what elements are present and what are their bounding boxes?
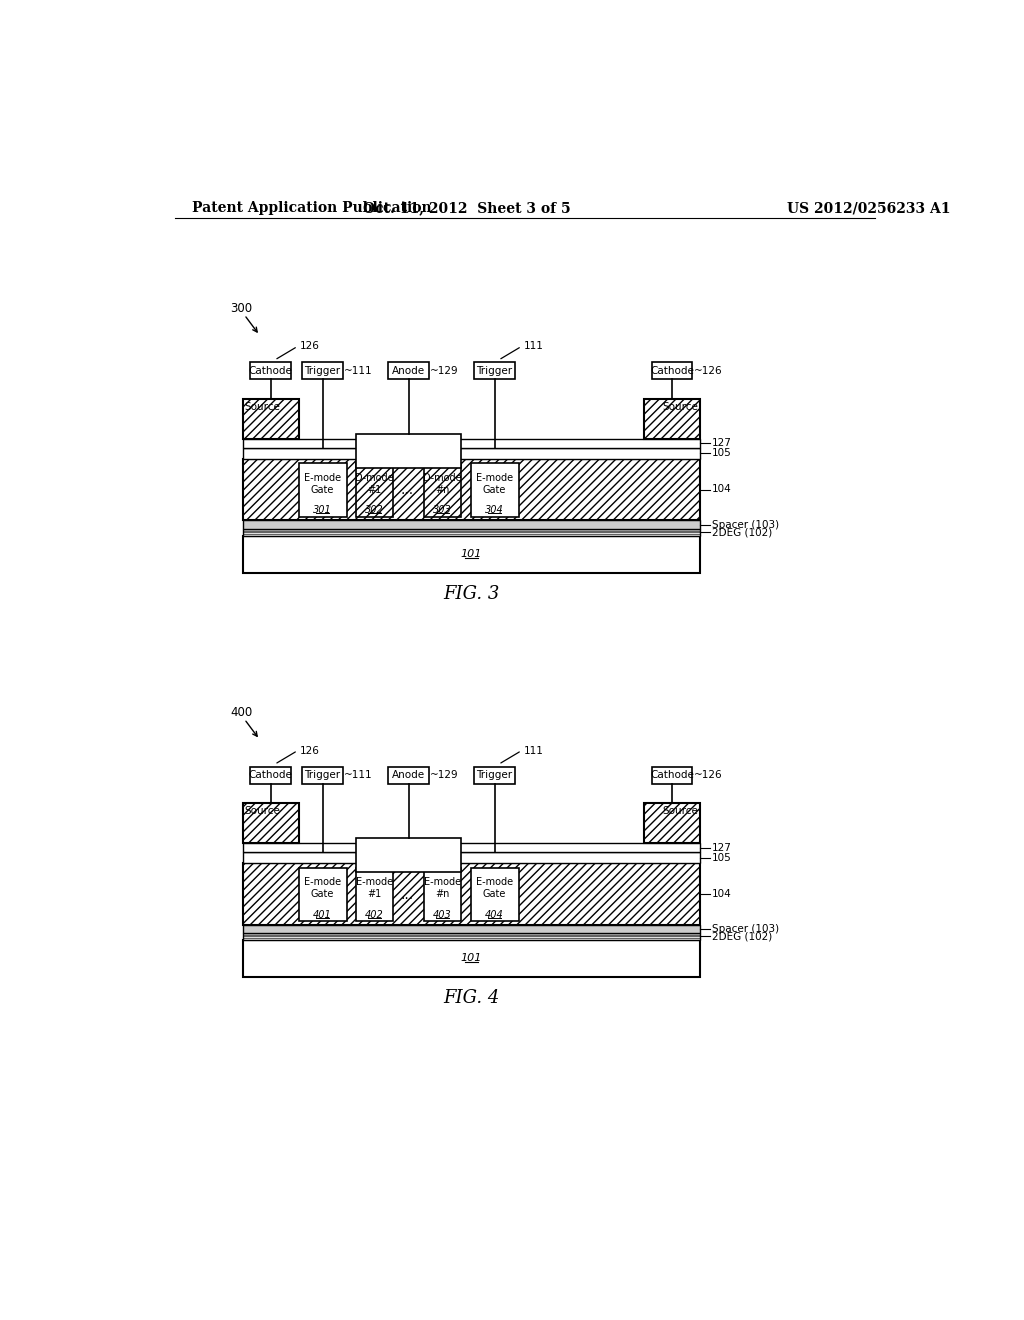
Bar [652,363,692,379]
Text: Cathode: Cathode [650,770,694,780]
Text: Spacer (103): Spacer (103) [712,924,778,933]
Bar [299,867,346,921]
Bar [644,803,700,843]
Bar [243,843,700,853]
Text: Source: Source [663,807,698,816]
Bar [243,536,700,573]
Text: 101: 101 [461,549,482,560]
Text: D-mode
#n: D-mode #n [423,473,462,495]
Text: 104: 104 [712,888,731,899]
Bar [302,363,343,379]
Text: 104: 104 [712,484,731,495]
Text: 401: 401 [313,909,332,920]
Text: Cathode: Cathode [249,366,293,376]
Text: FIG. 3: FIG. 3 [443,585,500,603]
Bar [388,767,429,784]
Text: Cathode: Cathode [650,366,694,376]
Bar [243,803,299,843]
Text: Trigger: Trigger [476,770,513,780]
Text: 111: 111 [524,746,544,755]
Text: ...: ... [400,483,414,498]
Text: E-mode
Gate: E-mode Gate [304,876,341,899]
Text: 126: 126 [300,746,319,755]
Text: E-mode
Gate: E-mode Gate [304,473,341,495]
Bar [243,529,700,536]
Bar [243,447,700,459]
Text: 300: 300 [230,302,253,315]
Text: 404: 404 [485,909,504,920]
Bar [356,434,461,469]
Text: Source: Source [245,807,281,816]
Text: Trigger: Trigger [476,366,513,376]
Bar [474,363,515,379]
Bar [424,867,461,921]
Bar [644,399,700,438]
Text: 105: 105 [712,853,731,862]
Text: 127: 127 [712,842,731,853]
Bar [388,363,429,379]
Text: 101: 101 [461,953,482,964]
Text: ~126: ~126 [693,770,722,780]
Text: Source: Source [663,401,698,412]
Bar [243,933,700,940]
Text: Trigger: Trigger [304,366,341,376]
Bar [474,767,515,784]
Text: 2DEG (102): 2DEG (102) [712,527,772,537]
Text: Trigger: Trigger [304,770,341,780]
Bar [243,924,700,933]
Text: ~111: ~111 [344,366,373,376]
Text: Patent Application Publication: Patent Application Publication [191,202,431,215]
Text: 304: 304 [485,506,504,515]
Bar [299,463,346,517]
Bar [424,463,461,517]
Text: US 2012/0256233 A1: US 2012/0256233 A1 [786,202,950,215]
Bar [243,520,700,529]
Bar [243,399,299,438]
Bar [243,459,700,520]
Text: 403: 403 [433,909,452,920]
Text: ~111: ~111 [344,770,373,780]
Text: ~126: ~126 [693,366,722,376]
Text: Cathode: Cathode [249,770,293,780]
Text: Source: Source [245,401,281,412]
Text: ~129: ~129 [430,770,459,780]
Text: 400: 400 [230,706,253,719]
Text: 301: 301 [313,506,332,515]
Text: 2DEG (102): 2DEG (102) [712,932,772,941]
Text: E-mode
Gate: E-mode Gate [476,876,513,899]
Text: FIG. 4: FIG. 4 [443,990,500,1007]
Text: ~129: ~129 [430,366,459,376]
Text: 111: 111 [524,342,544,351]
Bar [243,940,700,977]
Bar [356,867,393,921]
Text: 303: 303 [433,506,452,515]
Text: 126: 126 [300,342,319,351]
Text: 302: 302 [366,506,384,515]
Bar [251,767,291,784]
Text: 127: 127 [712,438,731,449]
Text: Spacer (103): Spacer (103) [712,520,778,529]
Bar [356,838,461,873]
Text: Anode: Anode [392,366,425,376]
Bar [243,438,700,447]
Text: Oct. 11, 2012  Sheet 3 of 5: Oct. 11, 2012 Sheet 3 of 5 [362,202,570,215]
Text: D-mode
#1: D-mode #1 [355,473,394,495]
Bar [471,463,518,517]
Bar [243,863,700,924]
Text: Anode: Anode [392,770,425,780]
Text: E-mode
#n: E-mode #n [424,876,461,899]
Bar [251,363,291,379]
Bar [356,463,393,517]
Text: 105: 105 [712,449,731,458]
Bar [243,853,700,863]
Bar [302,767,343,784]
Bar [652,767,692,784]
Text: ...: ... [400,887,414,902]
Text: E-mode
Gate: E-mode Gate [476,473,513,495]
Text: E-mode
#1: E-mode #1 [356,876,393,899]
Bar [471,867,518,921]
Text: 402: 402 [366,909,384,920]
